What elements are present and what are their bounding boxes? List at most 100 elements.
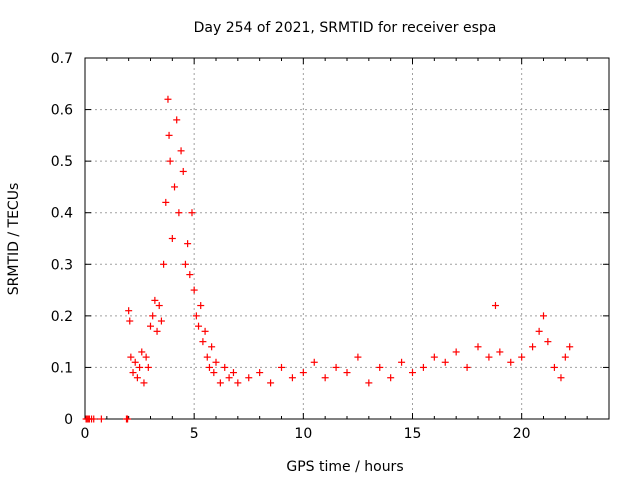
data-point xyxy=(97,415,105,423)
data-point xyxy=(173,116,181,124)
data-point xyxy=(175,209,183,217)
data-point xyxy=(186,271,194,279)
x-tick-label: 10 xyxy=(294,426,312,442)
data-point xyxy=(278,363,285,371)
data-point xyxy=(208,343,216,351)
data-point xyxy=(201,327,209,335)
data-point xyxy=(165,131,173,139)
data-point xyxy=(210,369,218,377)
data-point xyxy=(491,302,499,310)
data-point xyxy=(126,317,134,325)
data-point xyxy=(540,312,547,320)
data-point xyxy=(157,317,165,325)
data-point xyxy=(354,353,362,361)
data-point xyxy=(485,353,493,361)
data-point xyxy=(557,374,565,382)
data-point xyxy=(197,302,205,310)
data-points xyxy=(82,95,574,423)
data-point xyxy=(332,363,340,371)
data-point xyxy=(179,167,187,175)
data-point xyxy=(376,363,384,371)
data-point xyxy=(267,379,275,387)
data-point xyxy=(535,327,543,335)
data-point xyxy=(136,363,144,371)
y-axis-label: SRMTID / TECUs xyxy=(6,183,22,296)
data-point xyxy=(430,353,438,361)
data-point xyxy=(124,415,132,423)
data-point xyxy=(153,327,161,335)
data-point xyxy=(288,374,296,382)
x-tick-label: 0 xyxy=(81,426,90,442)
data-point xyxy=(181,260,189,268)
y-tick-label: 0.7 xyxy=(51,51,73,67)
data-point xyxy=(452,348,460,356)
chart-title: Day 254 of 2021, SRMTID for receiver esp… xyxy=(194,20,497,36)
data-point xyxy=(496,348,504,356)
data-point xyxy=(299,369,307,377)
data-point xyxy=(212,358,220,366)
data-point xyxy=(162,198,170,206)
data-point xyxy=(151,296,159,304)
data-point xyxy=(140,379,148,387)
data-point xyxy=(90,415,98,423)
data-point xyxy=(205,363,213,371)
data-point xyxy=(225,374,233,382)
data-point xyxy=(310,358,318,366)
data-point xyxy=(177,147,185,155)
y-tick-label: 0.1 xyxy=(51,360,73,376)
data-point xyxy=(171,183,179,191)
data-point xyxy=(164,95,172,103)
data-point xyxy=(343,369,351,377)
data-point xyxy=(199,338,207,346)
data-point xyxy=(566,343,574,351)
y-tick-label: 0.4 xyxy=(51,206,73,222)
x-axis-label: GPS time / hours xyxy=(286,459,403,475)
data-point xyxy=(507,358,515,366)
data-point xyxy=(160,260,168,268)
data-point xyxy=(142,353,150,361)
data-point xyxy=(190,286,198,294)
data-point xyxy=(131,358,139,366)
y-tick-label: 0.5 xyxy=(51,154,73,170)
data-point xyxy=(127,353,135,361)
data-point xyxy=(221,363,229,371)
y-tick-label: 0.2 xyxy=(51,309,73,325)
data-point xyxy=(184,240,192,248)
data-point xyxy=(518,353,526,361)
x-tick-label: 5 xyxy=(190,426,199,442)
x-tick-label: 15 xyxy=(404,426,422,442)
data-point xyxy=(138,348,146,356)
data-point xyxy=(398,358,406,366)
data-point xyxy=(441,358,449,366)
data-point xyxy=(561,353,569,361)
data-point xyxy=(149,312,157,320)
y-tick-label: 0.3 xyxy=(51,257,73,273)
data-point xyxy=(192,312,200,320)
y-tick-label: 0.6 xyxy=(51,103,73,119)
y-tick-label: 0 xyxy=(64,412,73,428)
data-point xyxy=(216,379,224,387)
data-point xyxy=(529,343,537,351)
data-point xyxy=(166,157,174,165)
data-point xyxy=(133,374,141,382)
data-point xyxy=(203,353,211,361)
x-tick-label: 20 xyxy=(513,426,531,442)
data-point xyxy=(321,374,329,382)
data-point xyxy=(474,343,482,351)
data-point xyxy=(365,379,373,387)
grid-lines xyxy=(85,58,609,419)
data-point xyxy=(387,374,395,382)
data-point xyxy=(129,369,137,377)
data-point xyxy=(256,369,264,377)
data-point xyxy=(229,369,237,377)
data-point xyxy=(409,369,416,377)
data-point xyxy=(188,209,196,217)
data-point xyxy=(234,379,242,387)
data-point xyxy=(544,338,552,346)
data-point xyxy=(144,363,152,371)
data-point xyxy=(155,302,163,310)
data-point xyxy=(463,363,471,371)
data-point xyxy=(195,322,203,330)
